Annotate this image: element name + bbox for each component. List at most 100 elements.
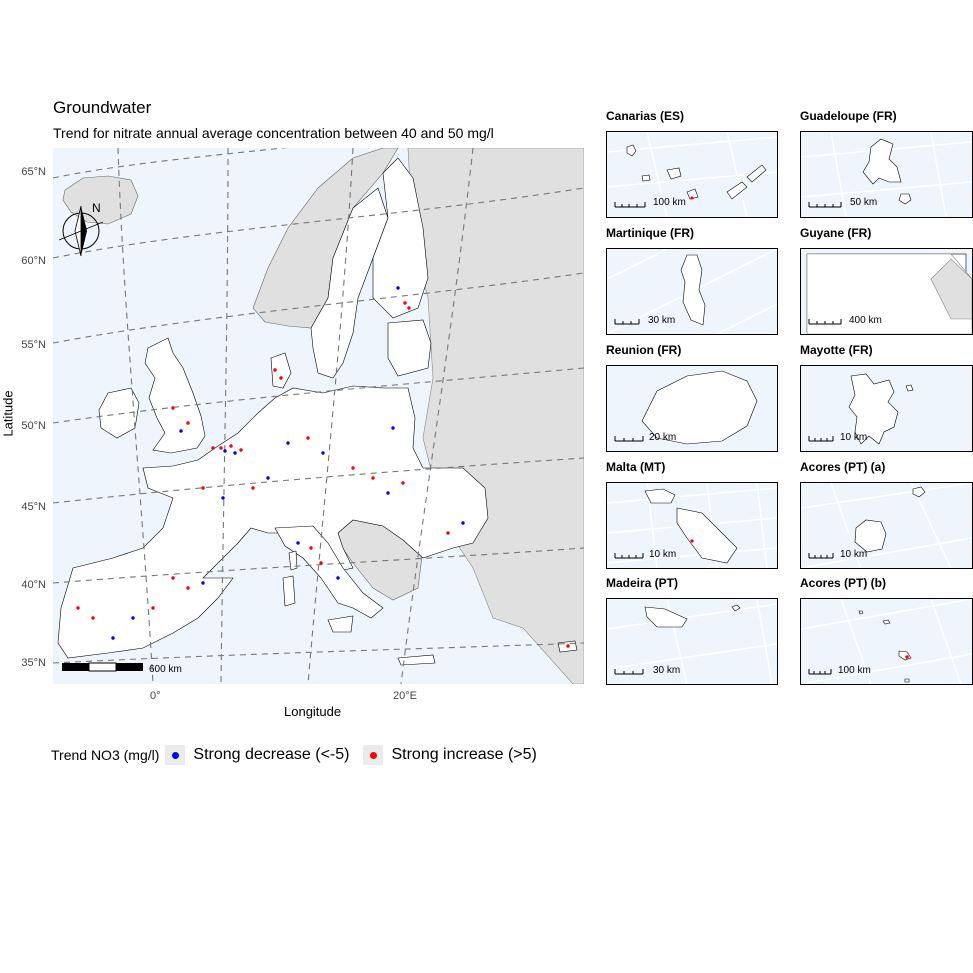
inset-scale-acores-b: 100 km	[838, 665, 871, 676]
inset-title-acores-a: Acores (PT) (a)	[800, 460, 886, 474]
point-increase	[446, 531, 450, 535]
main-scale-label: 600 km	[149, 664, 182, 675]
inset-title-mayotte: Mayotte (FR)	[800, 343, 873, 357]
point-increase	[690, 539, 694, 543]
y-tick-65: 65°N	[21, 166, 46, 178]
crete	[397, 654, 436, 666]
point-decrease	[131, 616, 135, 620]
main-scale-bar	[62, 662, 143, 672]
point-increase	[251, 486, 255, 490]
inset-guyane-map	[806, 253, 973, 335]
x-tick-20e: 20°E	[393, 690, 417, 702]
north-arrow-label: N	[92, 201, 101, 215]
point-increase	[219, 446, 223, 450]
inset-scale-martinique: 30 km	[648, 315, 676, 326]
inset-martinique-map	[606, 248, 778, 335]
inset-scale-madeira: 30 km	[653, 665, 681, 676]
finland	[372, 157, 429, 319]
inset-martinique[interactable]: 30 km	[606, 248, 778, 335]
point-increase	[76, 606, 80, 610]
inset-reunion[interactable]: 20 km	[606, 365, 778, 452]
legend-key-increase	[363, 745, 384, 765]
point-increase	[211, 446, 215, 450]
legend: Trend NO3 (mg/l) Strong decrease (<-5) S…	[51, 745, 551, 765]
inset-canarias-map	[606, 131, 778, 218]
point-decrease	[201, 581, 205, 585]
point-increase	[151, 606, 155, 610]
inset-title-madeira: Madeira (PT)	[606, 576, 679, 590]
inset-title-reunion: Reunion (FR)	[606, 343, 682, 357]
point-decrease	[286, 441, 290, 445]
inset-canarias[interactable]: 100 km	[606, 131, 778, 218]
inset-scale-acores-a: 10 km	[840, 549, 868, 560]
point-decrease	[221, 496, 225, 500]
point-decrease	[336, 576, 340, 580]
map-subtitle: Trend for nitrate annual average concent…	[53, 125, 494, 141]
point-increase	[186, 421, 190, 425]
y-axis-label: Latitude	[0, 390, 16, 437]
sicily	[327, 615, 354, 633]
point-increase	[279, 376, 283, 380]
baltic-states	[387, 319, 432, 377]
point-decrease	[233, 451, 237, 455]
non-eu-east-land	[407, 148, 584, 684]
point-increase	[690, 196, 694, 200]
corsica	[288, 550, 298, 571]
inset-scale-guadeloupe: 50 km	[850, 197, 878, 208]
inset-malta[interactable]: 10 km	[606, 482, 778, 569]
point-decrease	[391, 426, 395, 430]
y-tick-45: 45°N	[21, 501, 46, 513]
point-increase	[401, 481, 405, 485]
inset-scale-mayotte: 10 km	[840, 432, 868, 443]
point-decrease	[296, 541, 300, 545]
point-increase	[351, 466, 355, 470]
point-increase	[186, 586, 190, 590]
inset-title-guadeloupe: Guadeloupe (FR)	[800, 109, 897, 123]
legend-title: Trend NO3 (mg/l)	[51, 747, 160, 763]
point-increase	[905, 655, 909, 659]
point-increase	[239, 448, 243, 452]
italy	[274, 525, 384, 619]
point-decrease	[111, 636, 115, 640]
inset-mayotte[interactable]: 10 km	[800, 365, 973, 452]
point-increase	[566, 644, 570, 648]
x-axis-label: Longitude	[284, 704, 342, 719]
inset-reunion-map	[614, 370, 758, 445]
inset-title-acores-b: Acores (PT) (b)	[800, 576, 887, 590]
point-increase	[91, 616, 95, 620]
inset-acores-b[interactable]: 100 km	[800, 598, 973, 685]
inset-acores-a-map	[800, 482, 973, 569]
inset-acores-a[interactable]: 10 km	[800, 482, 973, 569]
inset-guadeloupe[interactable]: 50 km	[800, 131, 973, 218]
point-decrease	[461, 521, 465, 525]
point-increase	[371, 476, 375, 480]
point-increase	[319, 561, 323, 565]
point-decrease	[179, 429, 183, 433]
denmark	[270, 352, 292, 389]
y-tick-50: 50°N	[21, 420, 46, 432]
inset-scale-malta: 10 km	[649, 549, 677, 560]
point-decrease	[386, 491, 390, 495]
legend-label-decrease: Strong decrease (<-5)	[193, 746, 350, 763]
point-increase	[171, 576, 175, 580]
point-increase	[309, 546, 313, 550]
increase-dot-icon	[369, 751, 377, 759]
legend-label-increase: Strong increase (>5)	[391, 746, 537, 763]
map-title: Groundwater	[53, 98, 152, 117]
main-map[interactable]: N 600 km	[53, 148, 584, 684]
sweden	[310, 187, 389, 379]
inset-title-martinique: Martinique (FR)	[606, 226, 694, 240]
point-decrease	[223, 449, 227, 453]
inset-madeira[interactable]: 30 km	[606, 598, 778, 685]
graticule	[53, 148, 584, 684]
point-increase	[407, 306, 411, 310]
inset-guyane[interactable]: 400 km	[800, 248, 973, 335]
inset-scale-canarias: 100 km	[653, 197, 686, 208]
point-increase	[403, 301, 407, 305]
united-kingdom	[144, 337, 206, 454]
north-arrow-icon	[58, 205, 104, 257]
x-tick-0: 0°	[150, 690, 161, 702]
point-increase	[201, 486, 205, 490]
point-decrease	[396, 286, 400, 290]
y-tick-55: 55°N	[21, 339, 46, 351]
